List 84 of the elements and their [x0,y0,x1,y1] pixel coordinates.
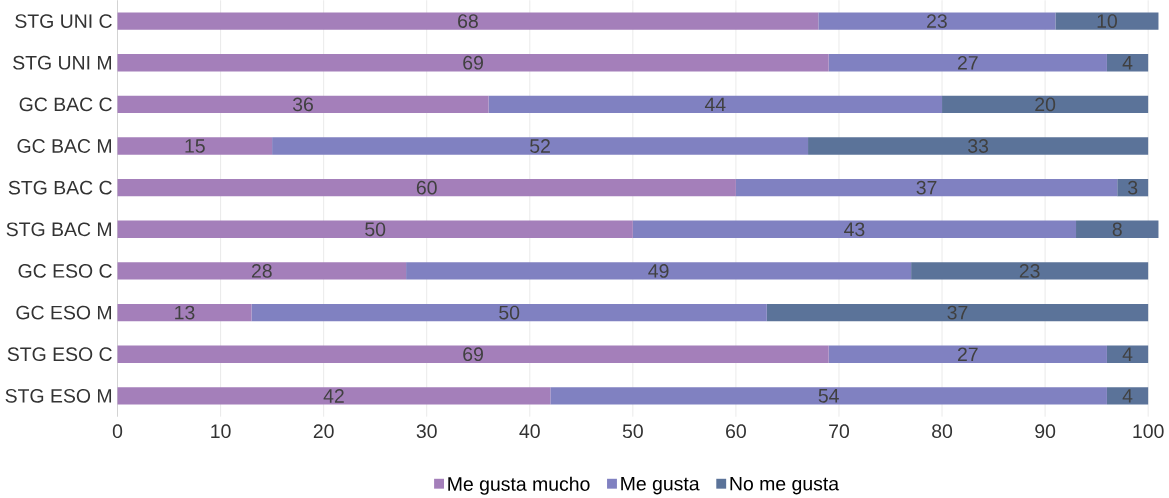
data-label: 23 [927,14,947,28]
y-tick-label: GC BAC M [17,138,111,153]
bar [828,53,1107,72]
data-label: 4 [1122,389,1133,403]
bar [1076,220,1159,238]
data-label: 8 [1112,222,1122,236]
bar [632,220,1077,238]
data-label: 10 [1097,14,1117,28]
data-label: 3 [1128,180,1138,195]
data-label: 68 [458,14,478,28]
bar [828,345,1107,363]
x-tick-label: 60 [726,424,746,438]
data-label: 50 [499,305,520,320]
y-tick-label: STG UNI M [13,55,112,70]
data-label: 13 [175,305,195,320]
bar [735,178,1118,197]
legend-label: Me gusta [621,476,700,495]
bar [117,178,736,197]
data-label: 69 [463,55,483,70]
x-tick-label: 50 [622,424,643,438]
data-label: 28 [251,263,272,278]
x-tick-label: 100 [1133,424,1164,438]
x-tick-label: 20 [313,424,334,438]
data-label: 27 [957,55,978,70]
bar [911,262,1149,280]
bar [117,303,252,322]
data-label: 20 [1035,97,1056,112]
data-label: 27 [957,347,978,361]
data-label: 23 [1019,263,1040,278]
bar [818,12,1056,30]
y-tick-label: GC BAC C [19,97,112,112]
bar [272,137,809,155]
x-tick-label: 80 [932,424,953,438]
data-label: 49 [648,263,669,278]
bar [117,95,489,113]
bar [488,95,943,113]
y-tick-label: GC ESO C [18,263,112,278]
data-label: 44 [704,97,726,111]
data-label: 69 [463,347,483,361]
bar [1106,53,1149,72]
bar [1106,345,1149,363]
y-tick-label: STG BAC M [6,222,112,236]
data-label: 60 [416,180,437,195]
x-tick-label: 90 [1035,424,1056,438]
data-label: 36 [292,97,313,112]
y-tick-label: STG ESO M [5,388,112,403]
bar [117,53,829,72]
y-tick-label: STG UNI C [15,14,112,28]
bar [808,137,1149,155]
data-label: 43 [844,222,865,236]
bar [117,262,407,280]
bar [1055,12,1159,30]
bar [117,345,829,363]
data-label: 37 [916,180,937,195]
x-tick-label: 0 [112,424,123,438]
x-tick-label: 70 [829,424,850,438]
bar [117,137,273,155]
data-label: 42 [323,388,344,403]
y-tick-label: GC ESO M [16,305,112,320]
data-label: 15 [185,139,205,153]
bar [1106,387,1149,405]
bar [1117,178,1149,197]
x-tick-label: 40 [519,424,540,438]
bar [251,303,767,322]
data-label: 33 [968,138,989,153]
bar [117,220,633,238]
bar [117,387,551,405]
data-label: 37 [947,305,968,320]
bar [942,95,1149,113]
bar [766,303,1149,322]
bar [117,12,819,30]
data-label: 4 [1122,347,1133,361]
y-tick-label: STG BAC C [8,180,112,195]
legend-label: No me gusta [730,476,840,495]
bar [550,387,1107,405]
data-label: 50 [365,222,386,236]
data-label: 4 [1122,55,1133,70]
x-tick-label: 10 [211,424,231,438]
x-tick-label: 30 [416,424,437,438]
legend-label: Me gusta mucho [448,476,590,495]
data-label: 54 [818,388,839,403]
data-label: 52 [530,138,550,153]
bar [406,262,912,280]
y-tick-label: STG ESO C [7,347,112,361]
